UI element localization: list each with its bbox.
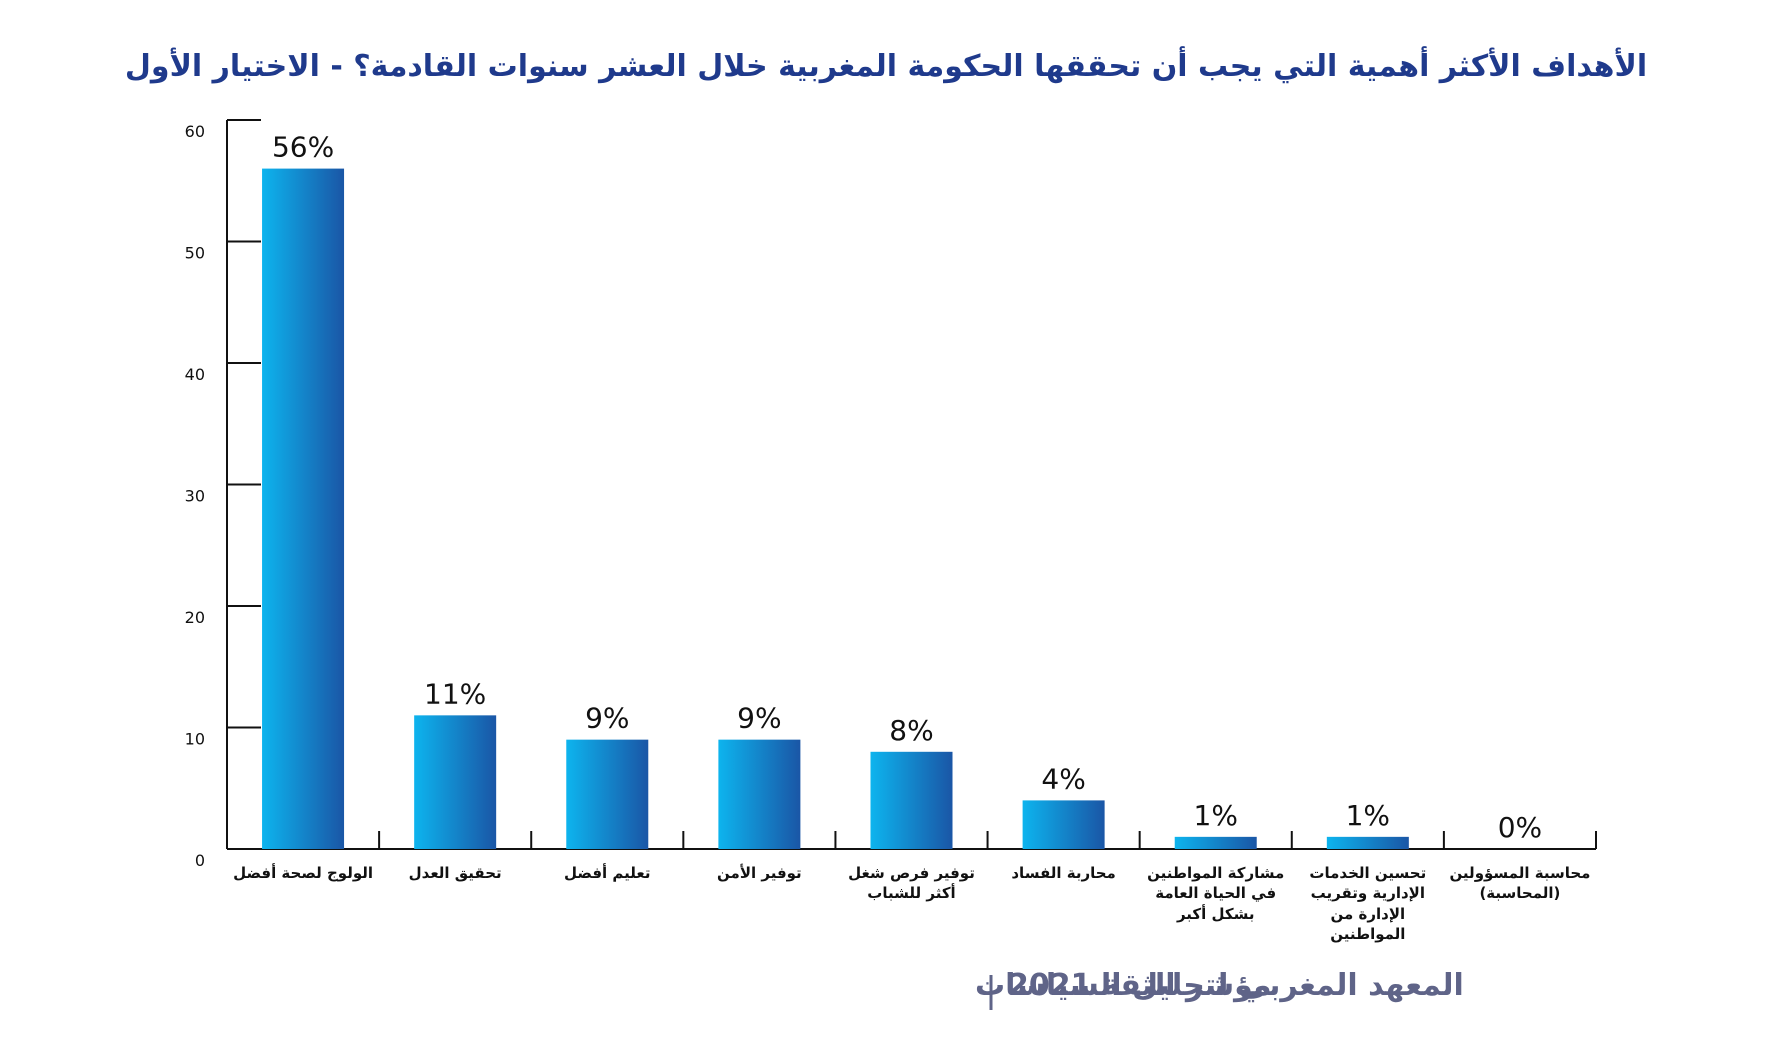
value-label: 9% <box>585 702 629 735</box>
y-tick-label: 10 <box>185 730 205 749</box>
x-tick-label: تعليم أفضل <box>564 864 651 882</box>
value-label: 56% <box>272 131 334 164</box>
x-tick-label: تحسين الخدمات الإدارية وتقريب الإدارة من… <box>1309 864 1427 943</box>
x-tick-label: توفير فرص شغل أكثر للشباب <box>848 864 975 903</box>
value-label: 1% <box>1346 799 1390 832</box>
source-text: مؤشر الثقة 2021 <box>1008 968 1272 1003</box>
value-label: 11% <box>424 677 486 710</box>
value-label: 1% <box>1194 799 1238 832</box>
x-tick-label: مشاركة المواطنين في الحياة العامة بشكل أ… <box>1147 864 1285 923</box>
value-label: 8% <box>889 714 933 747</box>
x-tick-label: محاسبة المسؤولين (المحاسبة) <box>1449 864 1591 903</box>
y-tick-label: 50 <box>185 244 205 263</box>
x-tick-label: محاربة الفساد <box>1011 864 1116 882</box>
bar <box>1326 836 1409 849</box>
chart-title: الأهداف الأكثر أهمية التي يجب أن تحققها … <box>125 46 1647 84</box>
y-tick-label: 30 <box>185 487 205 506</box>
y-tick-label: 0 <box>195 851 205 870</box>
x-tick-label: الولوج لصحة أفضل <box>233 864 373 882</box>
bar <box>262 168 345 850</box>
x-tick-label: تحقيق العدل <box>408 864 502 882</box>
bar <box>566 739 649 849</box>
bar <box>718 739 801 849</box>
y-tick-label: 60 <box>185 122 205 141</box>
bar <box>1022 800 1105 849</box>
value-label: 4% <box>1041 762 1085 795</box>
bar <box>1174 836 1257 849</box>
bar <box>414 715 497 849</box>
bar <box>870 751 953 849</box>
value-label: 0% <box>1498 811 1542 844</box>
value-label: 9% <box>737 702 781 735</box>
source-text: المعهد المغربي لتحليل السياسات <box>975 968 1464 1003</box>
y-tick-label: 20 <box>185 608 205 627</box>
x-tick-label: توفير الأمن <box>717 864 802 882</box>
y-tick-label: 40 <box>185 365 205 384</box>
